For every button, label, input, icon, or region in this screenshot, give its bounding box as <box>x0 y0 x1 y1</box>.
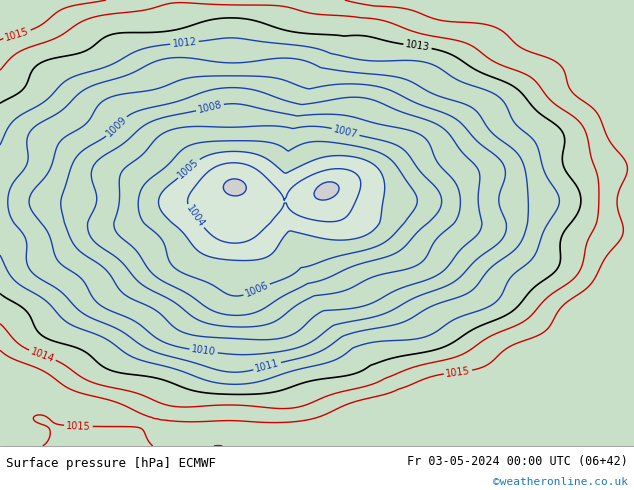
Text: 1004: 1004 <box>184 203 207 229</box>
Text: 1010: 1010 <box>191 344 216 358</box>
Text: 1013: 1013 <box>404 40 430 53</box>
Text: 1015: 1015 <box>66 420 91 432</box>
Text: ©weatheronline.co.uk: ©weatheronline.co.uk <box>493 477 628 487</box>
Text: 1011: 1011 <box>254 358 280 374</box>
Text: Fr 03-05-2024 00:00 UTC (06+42): Fr 03-05-2024 00:00 UTC (06+42) <box>407 455 628 468</box>
Text: 1007: 1007 <box>332 124 359 140</box>
Text: 1015: 1015 <box>445 366 471 379</box>
Text: 1005: 1005 <box>176 157 201 180</box>
Text: 1014: 1014 <box>29 346 56 364</box>
Text: 1008: 1008 <box>197 100 223 115</box>
Text: 1015: 1015 <box>4 26 30 43</box>
Text: 1012: 1012 <box>172 37 197 49</box>
Text: 1009: 1009 <box>105 115 129 139</box>
Text: Surface pressure [hPa] ECMWF: Surface pressure [hPa] ECMWF <box>6 457 216 470</box>
Text: 1006: 1006 <box>243 280 270 299</box>
